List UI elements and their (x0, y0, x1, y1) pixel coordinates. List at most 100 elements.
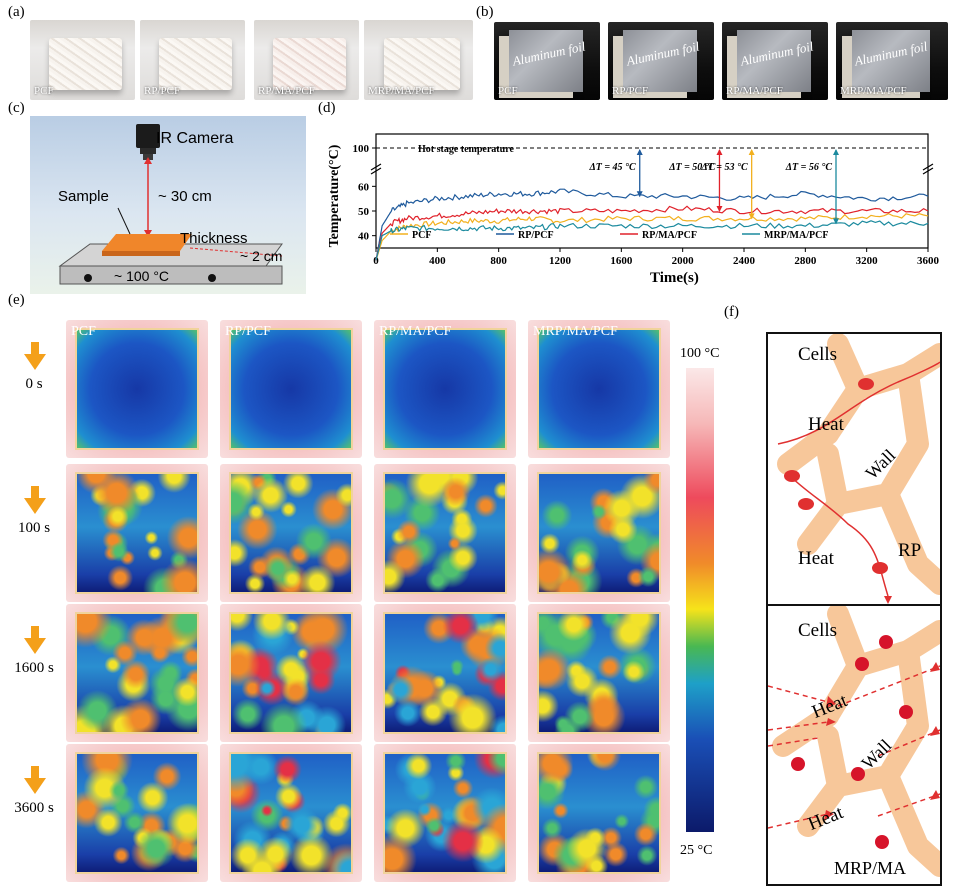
y-tick-label: 40 (358, 231, 370, 243)
legend-label: PCF (412, 230, 431, 241)
cells-label: Cells (798, 344, 838, 365)
rp-label: RP (898, 540, 922, 561)
foam-sample (158, 37, 233, 91)
photo-caption: PCF (34, 85, 54, 97)
x-tick-label: 1600 (610, 255, 633, 267)
panel-f-bottom: Cells Heat Wall Heat MRP/MA (766, 604, 942, 886)
photo-foil-mrp-ma-pcf: Aluminum foil MRP/MA/PCF (836, 22, 948, 100)
x-tick-label: 3600 (917, 255, 940, 267)
ir-thermal-image (66, 464, 208, 602)
series-line-pcf (375, 213, 929, 261)
ir-thermal-image: RP/PCF (220, 320, 362, 458)
ir-thermal-image (528, 604, 670, 742)
time-arrow-icon (24, 486, 46, 514)
heat-label-2: Heat (798, 548, 834, 569)
series-line-rp-pcf (375, 188, 929, 261)
foil-block (622, 29, 698, 93)
axis-break-mark (922, 163, 934, 171)
photo-caption: MRP/MA/PCF (840, 85, 907, 97)
delta-t-label: ΔT = 45 °C (588, 162, 636, 173)
panel-d-chart: Hot stage temperature 0 400 800 1200 1600 2000… (320, 110, 950, 292)
beam-arrow-up (144, 157, 152, 164)
panel-label-d: (d) (318, 100, 336, 116)
temperature-chart: Hot stage temperature 0 400 800 1200 1600 2000… (353, 133, 940, 267)
panel-label-b: (b) (476, 4, 494, 20)
ir-sample-area (383, 752, 507, 874)
panel-f-top: Cells Heat Wall Heat RP (766, 332, 942, 608)
cells-label: Cells (798, 620, 838, 641)
ir-thermal-image (374, 604, 516, 742)
scale-max-label: 100 °C (680, 346, 720, 361)
y-tick-label: 50 (358, 206, 370, 218)
camera-label: IR Camera (156, 130, 234, 147)
ir-column-label: MRP/MA/PCF (533, 324, 618, 339)
panel-c-schematic: IR Camera Sample ~ 30 cm Thickness ~ 2 c… (30, 116, 306, 294)
reference-line-label: Hot stage temperature (418, 144, 514, 155)
foam-sample (48, 37, 123, 91)
stage-temperature: ~ 100 °C (114, 268, 170, 284)
time-arrow-icon (24, 342, 46, 370)
delta-t-label: ΔT = 53 °C (700, 162, 748, 173)
scale-min-label: 25 °C (680, 843, 713, 858)
schematic-drawing (58, 124, 283, 285)
foil-block (508, 29, 584, 93)
ir-column-label: PCF (71, 324, 96, 339)
photo-foil-pcf: Aluminum foil PCF (494, 22, 600, 100)
time-arrow-icon (24, 626, 46, 654)
ir-thermal-image (66, 604, 208, 742)
ir-sample-area (537, 472, 661, 594)
series-line-rp-ma-pcf (375, 205, 929, 261)
hot-stage-body (59, 265, 283, 285)
photo-caption: MRP/MA/PCF (368, 85, 435, 97)
ir-thermal-image (374, 744, 516, 882)
time-label: 100 s (17, 520, 51, 536)
ir-thermal-image: MRP/MA/PCF (528, 320, 670, 458)
photo-foil-rp-pcf: Aluminum foil RP/PCF (608, 22, 714, 100)
photo-caption: RP/MA/PCF (726, 85, 783, 97)
ir-sample-area (383, 472, 507, 594)
photo-caption: PCF (498, 85, 518, 97)
heat-path-schematic-top (777, 334, 940, 604)
ir-sample-area (383, 612, 507, 734)
delta-t-arrowhead (833, 149, 839, 155)
axis-break-mark (922, 167, 934, 175)
y-tick-label: 60 (358, 181, 370, 193)
plot-frame (375, 133, 929, 249)
time-label: 0 s (25, 376, 43, 392)
sample-label: Sample (58, 188, 109, 205)
ir-column-label: RP/PCF (225, 324, 271, 339)
axis-break-mark (370, 167, 382, 175)
beam-arrow-down (144, 230, 152, 237)
ir-thermal-image (220, 744, 362, 882)
ir-sample-area (75, 612, 199, 734)
x-tick-label: 2800 (794, 255, 817, 267)
ir-thermal-image (528, 464, 670, 602)
ir-thermal-image: PCF (66, 320, 208, 458)
photo-rp-pcf: RP/PCF (140, 20, 245, 100)
x-tick-label: 3200 (856, 255, 879, 267)
delta-t-label: ΔT = 50 °C (668, 162, 716, 173)
thickness-label: Thickness (180, 230, 248, 247)
heat-label: Heat (808, 414, 844, 435)
ir-thermal-image (220, 464, 362, 602)
delta-t-arrowhead (716, 206, 723, 212)
panel-label-a: (a) (8, 4, 25, 20)
ir-sample-area (229, 328, 353, 450)
ir-thermal-image: RP/MA/PCF (374, 320, 516, 458)
delta-t-arrowhead (748, 213, 755, 220)
photo-mrp-ma-pcf: MRP/MA/PCF (364, 20, 473, 100)
x-tick-label: 400 (429, 255, 446, 267)
ir-thermal-image (528, 744, 670, 882)
legend-label: RP/PCF (518, 230, 554, 241)
delta-t-arrowhead (716, 149, 723, 155)
mrp-ma-label: MRP/MA (834, 858, 907, 878)
heat-path-schematic-bottom (768, 606, 940, 877)
foam-sample (383, 37, 460, 91)
ir-sample-area (229, 472, 353, 594)
ir-sample-area (75, 472, 199, 594)
ir-sample-area (75, 752, 199, 874)
thickness-value: ~ 2 cm (240, 248, 283, 264)
panel-label-e: (e) (8, 292, 25, 308)
legend-label: RP/MA/PCF (642, 230, 697, 241)
color-scale-bar (686, 368, 714, 832)
